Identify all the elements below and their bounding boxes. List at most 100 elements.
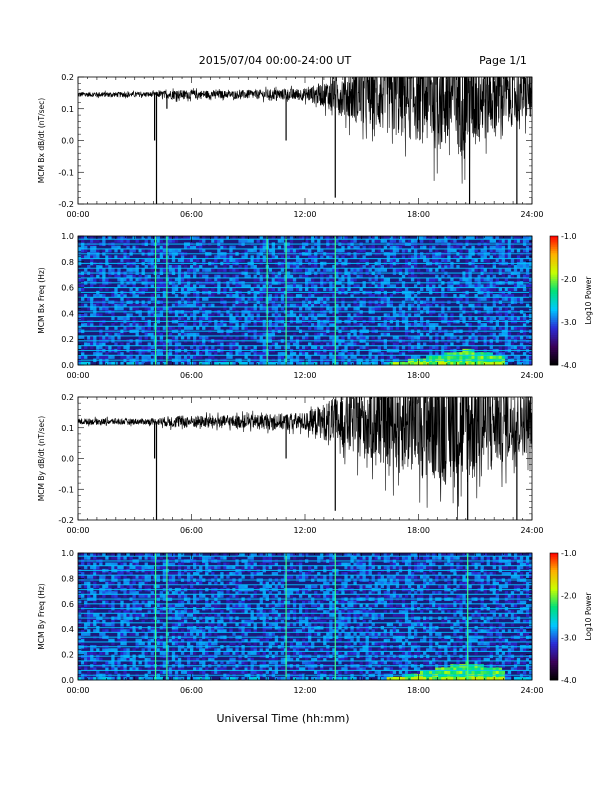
spectrogram-cell bbox=[171, 556, 176, 560]
spectrogram-cell bbox=[404, 355, 409, 359]
spectrogram-cell bbox=[183, 648, 188, 652]
spectrogram-cell bbox=[314, 274, 318, 279]
spectrogram-cell bbox=[171, 648, 176, 652]
spectrogram-cell bbox=[132, 236, 136, 240]
colorbar-swatch bbox=[550, 289, 558, 293]
spectrogram-cell bbox=[93, 335, 97, 340]
colorbar-tick-label: -4.0 bbox=[561, 361, 577, 370]
spectrogram-cell bbox=[93, 667, 97, 671]
spectrogram-cell bbox=[253, 277, 257, 282]
spectrogram-cell bbox=[510, 258, 515, 263]
spectrogram-cell bbox=[138, 638, 142, 643]
spectrogram-cell bbox=[362, 355, 366, 359]
spectrogram-cell bbox=[356, 323, 360, 327]
spectrogram-cell bbox=[344, 326, 348, 330]
spectrogram-cell bbox=[193, 274, 197, 279]
spectrogram-cell bbox=[162, 562, 167, 566]
spectrogram-cell bbox=[90, 572, 94, 576]
spectrogram-cell bbox=[477, 326, 481, 330]
spectrogram-cell bbox=[78, 676, 82, 681]
spectrogram-cell bbox=[177, 667, 182, 671]
spectrogram-cell bbox=[214, 660, 218, 665]
colorbar-swatch bbox=[550, 261, 558, 265]
spectrogram-cell bbox=[193, 562, 197, 566]
spectrogram-cell bbox=[120, 255, 124, 259]
spectrogram-cell bbox=[150, 268, 154, 272]
y-tick-label: 0.2 bbox=[61, 73, 74, 82]
spectrogram-cell bbox=[447, 306, 451, 311]
spectrogram-cell bbox=[528, 248, 533, 253]
spectrogram-cell bbox=[259, 361, 263, 366]
spectrogram-cell bbox=[356, 284, 360, 288]
plot-frame bbox=[77, 76, 533, 205]
spectrogram-cell bbox=[501, 316, 506, 321]
spectrogram-cell bbox=[147, 676, 151, 681]
spectrogram-cell bbox=[144, 284, 148, 288]
spectrogram-cell bbox=[311, 265, 315, 269]
spectrogram-cell bbox=[344, 355, 348, 359]
spectrogram-cell bbox=[462, 306, 466, 311]
spectrogram-cell bbox=[81, 638, 85, 643]
spectrogram-cell bbox=[450, 361, 454, 366]
spectrogram-cell bbox=[389, 355, 394, 359]
spectrogram-cell bbox=[289, 248, 294, 253]
spectrogram-cell bbox=[344, 342, 348, 346]
spectrogram-cell bbox=[395, 361, 400, 366]
spectrogram-cell bbox=[156, 274, 161, 279]
spectrogram-cell bbox=[96, 553, 100, 557]
spectrogram-cell bbox=[144, 323, 148, 327]
spectrogram-cell bbox=[286, 297, 291, 301]
spectrogram-cell bbox=[214, 575, 218, 579]
spectrogram-cell bbox=[202, 594, 206, 598]
spectrogram-cell bbox=[229, 670, 233, 674]
spectrogram-cell bbox=[274, 294, 279, 298]
spectrogram-cell bbox=[326, 316, 330, 321]
spectrogram-cell bbox=[144, 265, 148, 269]
spectrogram-cell bbox=[235, 335, 239, 340]
spectrogram-cell bbox=[138, 352, 142, 356]
spectrogram-cell bbox=[398, 352, 403, 356]
spectrogram-cell bbox=[441, 239, 445, 243]
spectrogram-cell bbox=[519, 326, 524, 330]
spectrogram-cell bbox=[489, 268, 493, 272]
spectrogram-cell bbox=[177, 657, 182, 662]
spectrogram-cell bbox=[217, 600, 221, 605]
spectrogram-cell bbox=[129, 248, 133, 253]
spectrogram-cell bbox=[208, 294, 212, 298]
spectrogram-cell bbox=[193, 657, 197, 662]
spectrogram-cell bbox=[223, 323, 227, 327]
spectrogram-cell bbox=[389, 303, 394, 308]
spectrogram-cell bbox=[471, 306, 475, 311]
spectrogram-cell bbox=[120, 284, 124, 288]
spectrogram-cell bbox=[489, 332, 493, 337]
spectrogram-cell bbox=[217, 323, 221, 327]
spectrogram-cell bbox=[186, 610, 191, 614]
colorbar-swatch bbox=[550, 311, 558, 314]
spectrogram-cell bbox=[314, 287, 318, 292]
spectrogram-cell bbox=[471, 332, 475, 337]
spectrogram-cell bbox=[105, 667, 109, 671]
spectrogram-cell bbox=[141, 553, 145, 557]
spectrogram-cell bbox=[298, 274, 303, 279]
spectrogram-cell bbox=[193, 361, 197, 366]
spectrogram-cell bbox=[465, 294, 469, 298]
spectrogram-cell bbox=[528, 236, 533, 240]
spectrogram-cell bbox=[229, 619, 233, 624]
spectrogram-cell bbox=[289, 245, 294, 250]
spectrogram-cell bbox=[132, 629, 136, 633]
spectrogram-cell bbox=[135, 553, 139, 557]
spectrogram-cell bbox=[311, 277, 315, 282]
spectrogram-cell bbox=[193, 236, 197, 240]
spectrogram-cell bbox=[420, 239, 424, 243]
spectrogram-cell bbox=[171, 303, 176, 308]
spectrogram-cell bbox=[323, 297, 327, 301]
spectrogram-cell bbox=[426, 355, 430, 359]
spectrogram-cell bbox=[208, 268, 212, 272]
spectrogram-cell bbox=[78, 641, 82, 646]
spectrogram-cell bbox=[223, 553, 227, 557]
y-tick-label: 0.8 bbox=[61, 258, 74, 267]
spectrogram-cell bbox=[347, 287, 351, 292]
spectrogram-cell bbox=[183, 303, 188, 308]
spectrogram-cell bbox=[301, 303, 306, 308]
spectrogram-cell bbox=[144, 657, 148, 662]
